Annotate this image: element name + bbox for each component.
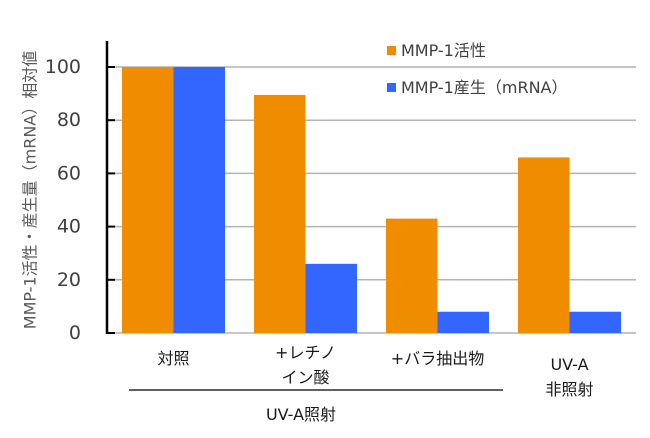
y-tick-label: 60 (57, 162, 81, 184)
y-tick-label: 20 (57, 269, 81, 291)
y-axis (105, 41, 115, 334)
x-category-label: +バラ抽出物 (391, 349, 484, 368)
x-category-label: 非照射 (545, 380, 593, 399)
legend: MMP-1活性 MMP-1産生（mRNA） (387, 41, 567, 97)
x-category-label: UV-A (550, 355, 588, 374)
y-axis-title: MMP-1活性・産生量（mRNA）相対値 (21, 51, 40, 329)
bar-mrna (173, 67, 225, 333)
y-tick-label: 80 (57, 109, 81, 131)
y-tick-label: 40 (57, 216, 81, 238)
x-category-label: +レチノ (275, 343, 336, 362)
legend-label-activity: MMP-1活性 (401, 41, 486, 60)
group-label: UV-A照射 (266, 405, 336, 424)
bar-activity (122, 67, 174, 333)
bar-activity (386, 218, 438, 333)
legend-label-mrna: MMP-1産生（mRNA） (401, 78, 567, 97)
bar-activity (518, 157, 570, 333)
y-tick-label: 0 (69, 322, 81, 344)
x-category-label: 対照 (157, 349, 189, 368)
bar-mrna (569, 311, 621, 333)
bars (122, 67, 621, 334)
x-category-label: イン酸 (281, 368, 329, 387)
bar-activity (254, 94, 306, 334)
legend-swatch-activity (387, 46, 396, 55)
y-tick-labels: 0 20 40 60 80 100 (45, 56, 81, 344)
bar-mrna (305, 263, 357, 333)
legend-swatch-mrna (387, 83, 396, 92)
bar-mrna (437, 311, 489, 333)
y-tick-label: 100 (45, 56, 81, 78)
